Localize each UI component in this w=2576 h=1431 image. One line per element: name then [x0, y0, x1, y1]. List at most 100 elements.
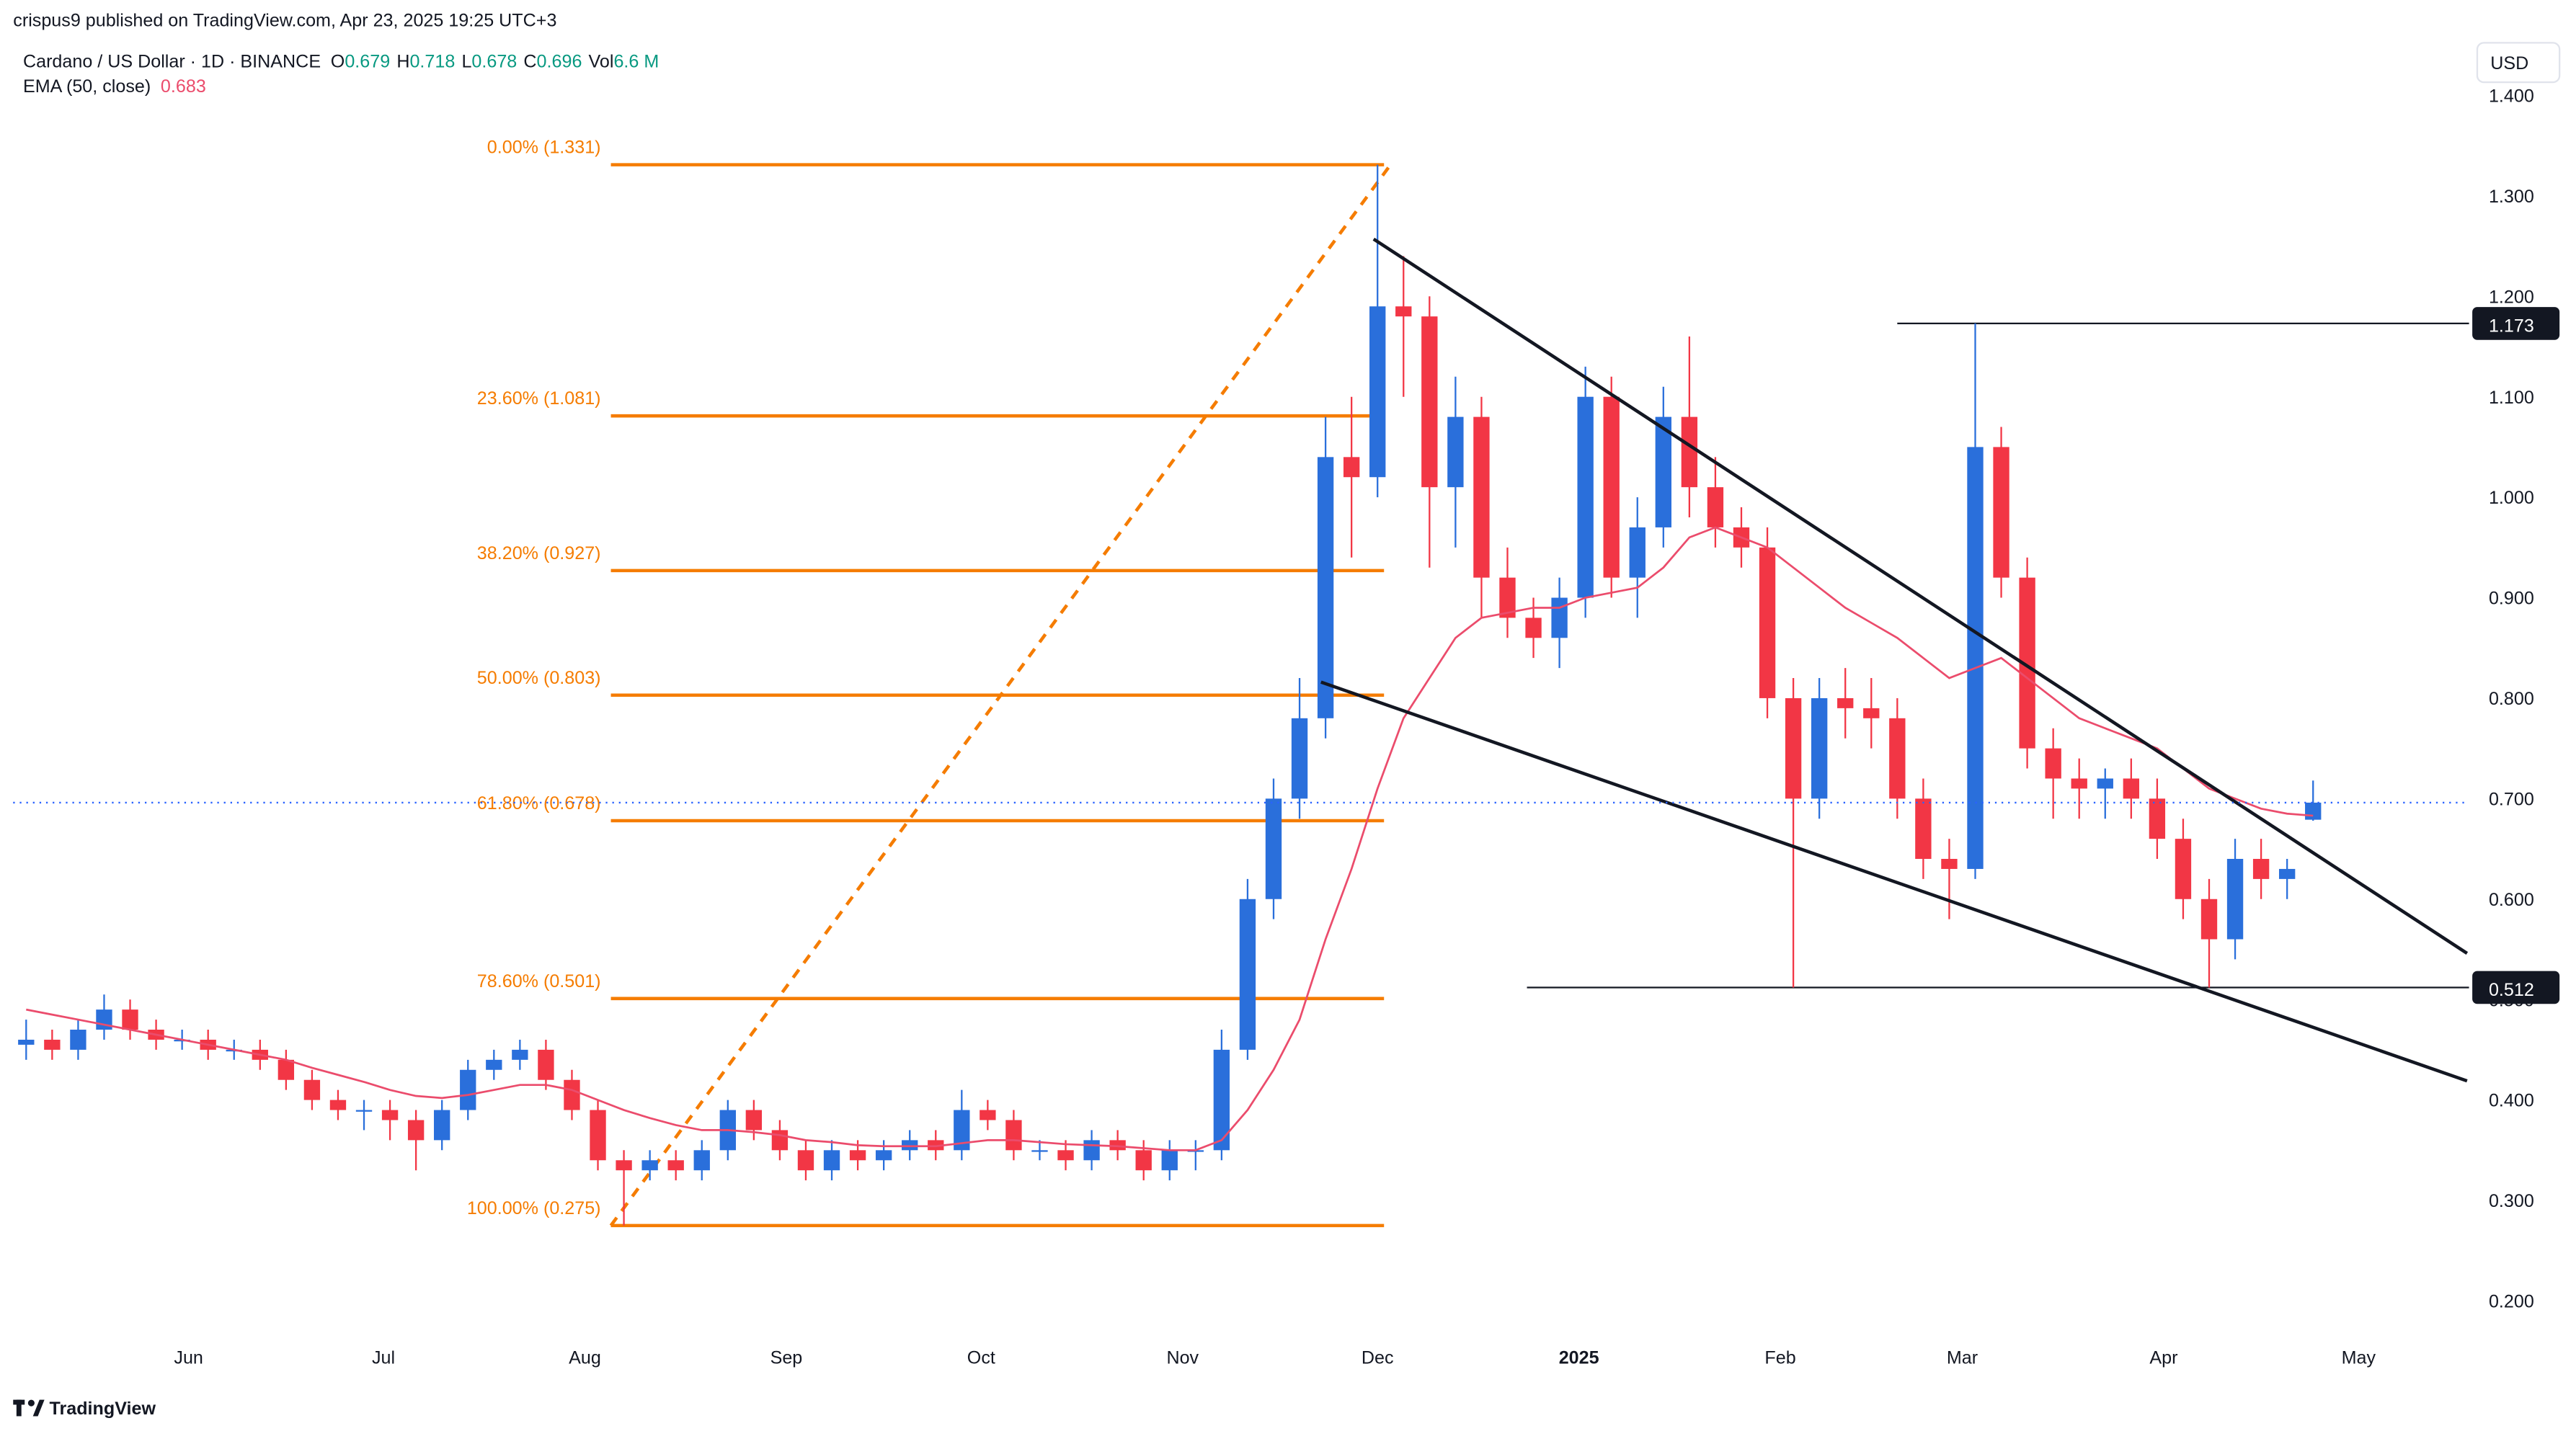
- candle-body: [2175, 839, 2192, 899]
- candle-body: [590, 1110, 606, 1161]
- x-tick-label: Nov: [1166, 1347, 1199, 1368]
- candle-body: [2097, 778, 2113, 789]
- candle-body: [1915, 798, 1932, 860]
- candle-body: [693, 1150, 710, 1171]
- candle-body: [355, 1110, 373, 1112]
- candle-body: [1447, 416, 1464, 488]
- candle-body: [902, 1140, 918, 1151]
- header: crispus9 published on TradingView.com, A…: [13, 11, 556, 31]
- candle-body: [1161, 1150, 1178, 1171]
- candle-body: [1967, 447, 1984, 869]
- x-tick-label: Mar: [1947, 1347, 1978, 1368]
- fib-label: 38.20% (0.927): [477, 543, 601, 563]
- fib-label: 78.60% (0.501): [477, 971, 601, 991]
- candle-body: [2278, 868, 2296, 879]
- x-tick-label: Feb: [1764, 1347, 1795, 1368]
- legend-value: 0.678: [471, 52, 517, 72]
- legend-key: C: [523, 52, 536, 72]
- candle-body: [875, 1150, 892, 1161]
- y-tick-label: 0.400: [2489, 1091, 2534, 1111]
- candle-body: [1083, 1140, 1100, 1161]
- fib-label: 50.00% (0.803): [477, 668, 601, 688]
- trendline: [1372, 237, 2469, 955]
- x-tick-label: Apr: [2149, 1347, 2177, 1368]
- candle-body: [1837, 697, 1854, 708]
- candle-body: [303, 1079, 321, 1100]
- legend-value: 6.6 M: [613, 52, 659, 72]
- candle-body: [1655, 416, 1672, 527]
- candle-body: [2305, 802, 2322, 820]
- fib-label: 100.00% (0.275): [467, 1198, 601, 1218]
- candle-body: [434, 1110, 450, 1141]
- price-badge: [2472, 971, 2560, 1004]
- candle-body: [2045, 748, 2061, 779]
- y-tick-label: 0.800: [2489, 689, 2534, 709]
- candle-body: [1629, 527, 1645, 578]
- x-tick-label: Sep: [770, 1347, 803, 1368]
- currency: USD: [2490, 53, 2528, 73]
- fib-label: 23.60% (1.081): [477, 388, 601, 409]
- candle-body: [538, 1049, 554, 1080]
- candle-body: [70, 1030, 86, 1050]
- x-tick-label: Dec: [1362, 1347, 1394, 1368]
- candle-body: [1603, 396, 1620, 578]
- candle-body: [1993, 447, 2009, 578]
- candle-body: [745, 1110, 763, 1131]
- legend-key: L: [461, 52, 471, 72]
- candle-body: [823, 1150, 840, 1171]
- candle-body: [486, 1059, 502, 1070]
- candle-body: [1421, 316, 1438, 488]
- legend-value: 0.718: [409, 52, 455, 72]
- candle-body: [18, 1039, 35, 1045]
- currency-box[interactable]: [2476, 42, 2561, 84]
- legend-key: Vol: [589, 52, 614, 72]
- candle-body: [1005, 1120, 1022, 1151]
- x-tick-label: May: [2342, 1347, 2376, 1368]
- fib-label: 61.80% (0.678): [477, 793, 601, 813]
- y-tick-label: 0.600: [2489, 890, 2534, 910]
- legend-value: 0.679: [345, 52, 390, 72]
- brand: TradingView: [50, 1399, 156, 1419]
- candle-body: [1109, 1140, 1126, 1151]
- candle-body: [381, 1110, 399, 1120]
- candle-body: [2071, 778, 2087, 789]
- y-tick-label: 0.200: [2489, 1292, 2534, 1312]
- candle-body: [1681, 416, 1698, 488]
- candle-body: [1941, 859, 1958, 869]
- candle-body: [122, 1009, 138, 1030]
- candle-body: [1291, 718, 1308, 799]
- candle-body: [1395, 306, 1412, 317]
- candle-body: [980, 1110, 996, 1120]
- trendline: [1320, 680, 2468, 1083]
- y-tick-label: 0.900: [2489, 589, 2534, 609]
- candle-body: [849, 1150, 866, 1161]
- candle-body: [797, 1150, 814, 1171]
- legend-line: Cardano / US Dollar · 1D · BINANCE O0.679…: [23, 52, 659, 72]
- candle-body: [2123, 778, 2140, 799]
- candle-body: [1239, 899, 1256, 1050]
- price-badge-label: 0.512: [2489, 980, 2534, 1000]
- x-tick-label: Oct: [967, 1347, 995, 1368]
- candle-body: [1551, 597, 1568, 638]
- candle-body: [512, 1049, 528, 1060]
- candle-body: [1499, 577, 1516, 618]
- candle-body: [928, 1140, 944, 1151]
- ema-value: 0.683: [161, 76, 206, 97]
- legend-value: 0.696: [537, 52, 582, 72]
- y-tick-label: 1.000: [2489, 488, 2534, 508]
- x-tick-label: Aug: [569, 1347, 601, 1368]
- candle-body: [1317, 457, 1334, 718]
- candle-body: [1785, 697, 1802, 799]
- candle-body: [1525, 618, 1542, 638]
- x-tick-label: Jun: [174, 1347, 203, 1368]
- candle-body: [2226, 859, 2244, 940]
- legend-key: H: [396, 52, 409, 72]
- candle-body: [1265, 798, 1282, 899]
- brand-logo: [13, 1399, 45, 1417]
- y-tick-label: 1.100: [2489, 388, 2534, 408]
- candle-body: [1707, 487, 1724, 527]
- candle-body: [616, 1160, 632, 1171]
